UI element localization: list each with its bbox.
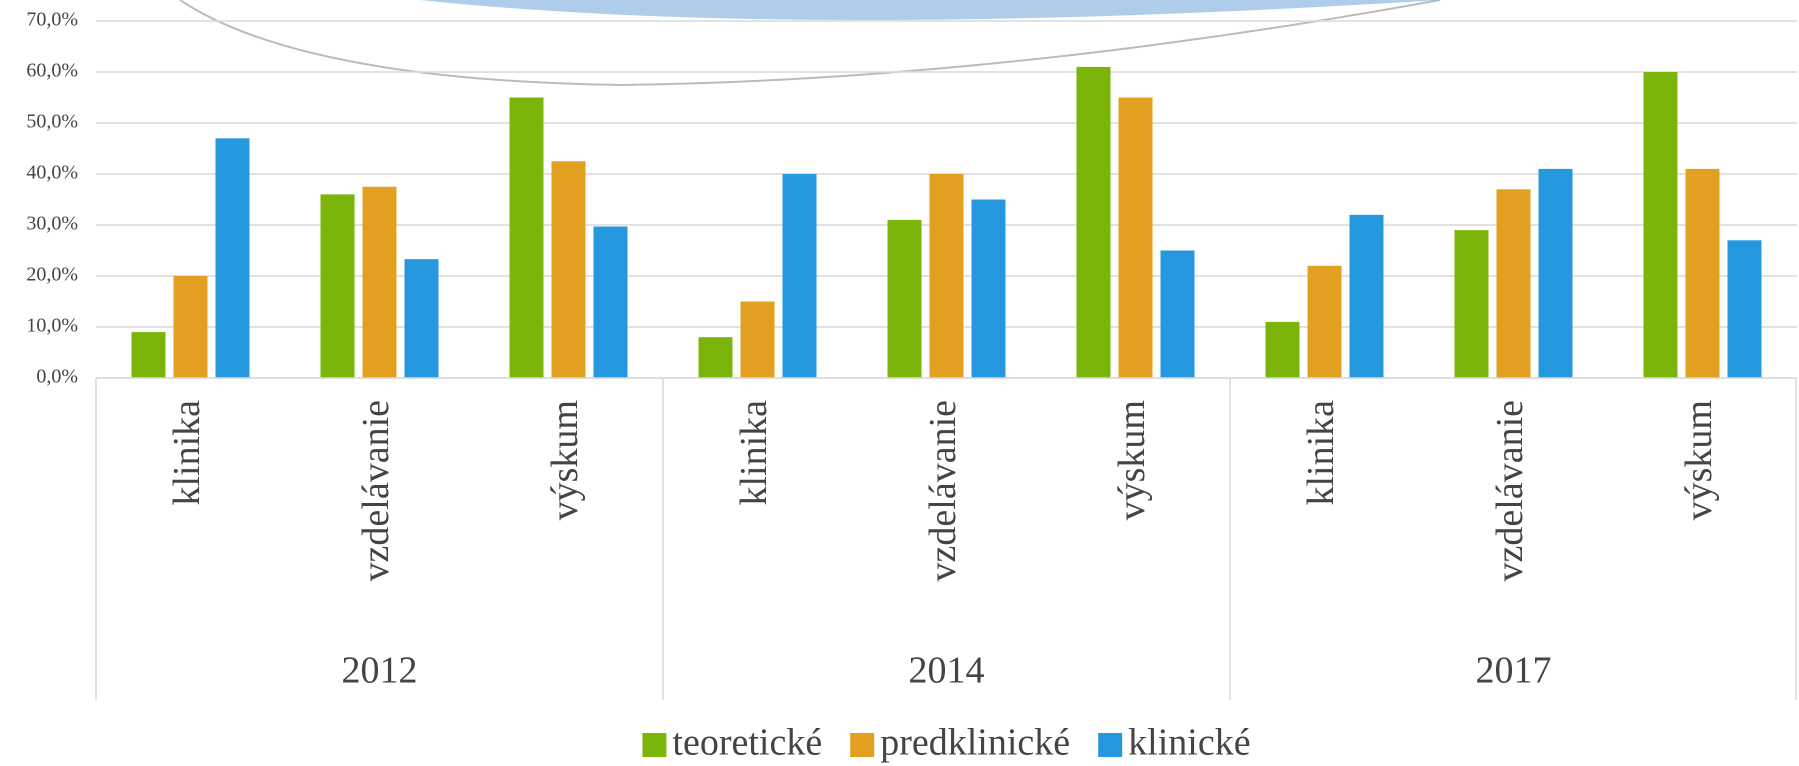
x-tick-label: klinika <box>733 400 775 506</box>
bar <box>929 174 964 378</box>
bar <box>551 161 586 378</box>
y-tick-label: 70,0% <box>26 9 78 31</box>
bar <box>1538 168 1573 378</box>
legend-swatch <box>850 733 875 757</box>
bar <box>1160 250 1195 378</box>
legend-swatch <box>1098 733 1123 757</box>
decoration <box>179 0 1441 87</box>
bar <box>1496 189 1531 378</box>
bar <box>782 174 817 378</box>
bar <box>1685 168 1720 378</box>
bar <box>1307 265 1342 378</box>
group-label: 2014 <box>909 650 985 692</box>
y-tick-label: 10,0% <box>26 315 78 337</box>
bar <box>740 301 775 378</box>
bar <box>887 219 922 378</box>
bar <box>1454 230 1489 378</box>
bar <box>1349 214 1384 378</box>
x-tick-label: klinika <box>1300 400 1342 506</box>
bar <box>320 194 355 378</box>
y-tick-label: 0,0% <box>36 366 78 388</box>
y-tick-label: 30,0% <box>26 213 78 235</box>
x-tick-label: výskum <box>1111 400 1153 520</box>
legend-label: klinické <box>1128 722 1250 764</box>
bar <box>173 276 208 378</box>
bar <box>1265 321 1300 378</box>
bar <box>1727 240 1762 378</box>
legend-swatch <box>642 733 667 757</box>
x-tick-label: klinika <box>166 400 208 506</box>
bar <box>215 138 250 378</box>
x-tick-label: vzdelávanie <box>355 400 397 581</box>
y-tick-label: 40,0% <box>26 162 78 184</box>
bar <box>362 186 397 378</box>
group-label: 2017 <box>1476 650 1552 692</box>
y-tick-label: 20,0% <box>26 264 78 286</box>
x-tick-label: výskum <box>544 400 586 520</box>
bar <box>593 226 628 378</box>
bar <box>404 259 439 378</box>
bar <box>698 337 733 378</box>
bar <box>1643 72 1678 378</box>
x-tick-label: vzdelávanie <box>922 400 964 581</box>
bar <box>1076 66 1111 379</box>
decoration <box>420 0 1440 20</box>
y-tick-label: 50,0% <box>26 111 78 133</box>
bar <box>971 199 1006 378</box>
bar <box>131 332 166 378</box>
bar <box>509 97 544 378</box>
x-tick-label: výskum <box>1678 400 1720 520</box>
x-tick-label: vzdelávanie <box>1489 400 1531 581</box>
y-tick-label: 60,0% <box>26 60 78 82</box>
legend-label: predklinické <box>880 722 1070 764</box>
bar <box>1118 97 1153 378</box>
group-label: 2012 <box>342 650 418 692</box>
legend-label: teoretické <box>672 722 822 764</box>
